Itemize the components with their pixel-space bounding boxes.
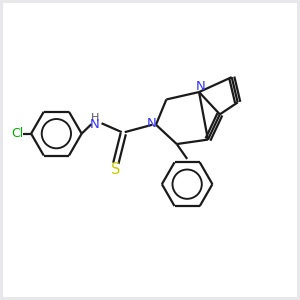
Text: S: S xyxy=(111,162,121,177)
Text: Cl: Cl xyxy=(12,127,24,140)
Text: N: N xyxy=(90,118,100,131)
Text: N: N xyxy=(147,117,156,130)
Text: N: N xyxy=(196,80,206,93)
FancyBboxPatch shape xyxy=(3,3,297,297)
Text: H: H xyxy=(91,113,99,123)
